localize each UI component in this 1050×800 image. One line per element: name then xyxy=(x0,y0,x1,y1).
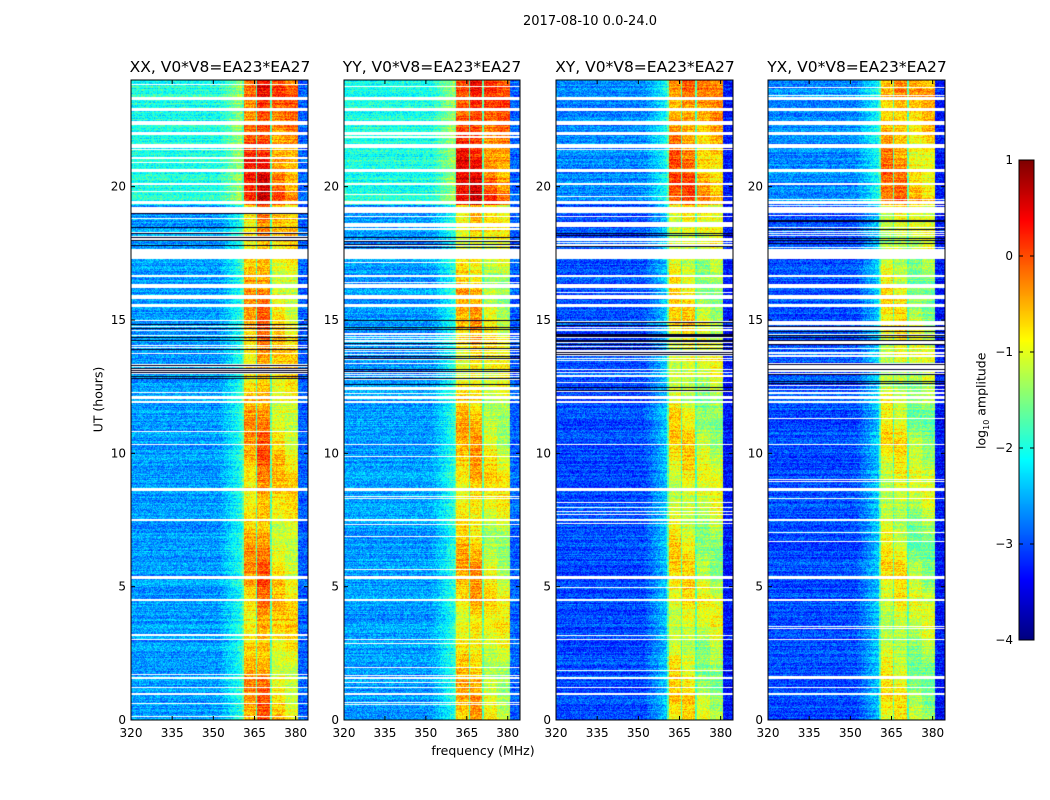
y-tick-label: 0 xyxy=(543,713,551,727)
colorbar-tick-label: −2 xyxy=(995,441,1013,455)
heatmap-xy xyxy=(556,80,733,720)
panel-frame xyxy=(555,79,734,721)
colorbar-label-log: log xyxy=(973,429,989,449)
x-tick-label: 320 xyxy=(545,726,568,740)
y-tick-label: 10 xyxy=(111,446,126,460)
colorbar-tick-label: −1 xyxy=(995,345,1013,359)
colorbar-tick-label: −3 xyxy=(995,537,1013,551)
y-tick-label: 10 xyxy=(324,446,339,460)
panel-title-yy: YY, V0*V8=EA23*EA27 xyxy=(342,58,522,76)
y-tick-label: 5 xyxy=(543,580,551,594)
x-tick-label: 365 xyxy=(668,726,691,740)
x-tick-label: 365 xyxy=(455,726,478,740)
x-tick-label: 335 xyxy=(586,726,609,740)
panel-title-xy: XY, V0*V8=EA23*EA27 xyxy=(555,58,735,76)
heatmap-yy xyxy=(344,80,520,720)
y-tick-label: 15 xyxy=(536,313,551,327)
x-tick-label: 380 xyxy=(496,726,519,740)
colorbar-label-sub: 10 xyxy=(981,419,991,430)
y-tick-label: 20 xyxy=(748,180,763,194)
colorbar-label: log10 amplitude xyxy=(973,341,991,461)
x-tick-label: 350 xyxy=(627,726,650,740)
y-tick-label: 0 xyxy=(331,713,339,727)
y-tick-label: 0 xyxy=(118,713,126,727)
colorbar-frame xyxy=(1018,159,1035,641)
x-axis-label: frequency (MHz) xyxy=(431,743,535,758)
y-tick-label: 15 xyxy=(748,313,763,327)
x-tick-label: 365 xyxy=(243,726,266,740)
y-tick-label: 10 xyxy=(536,446,551,460)
y-tick-label: 20 xyxy=(111,180,126,194)
y-tick-label: 0 xyxy=(755,713,763,727)
y-tick-label: 5 xyxy=(118,580,126,594)
x-tick-label: 335 xyxy=(373,726,396,740)
x-tick-label: 350 xyxy=(414,726,437,740)
x-tick-label: 335 xyxy=(161,726,184,740)
y-tick-label: 5 xyxy=(755,580,763,594)
x-tick-label: 335 xyxy=(798,726,821,740)
y-tick-label: 20 xyxy=(324,180,339,194)
panel-title-xx: XX, V0*V8=EA23*EA27 xyxy=(129,58,311,76)
panel-frame xyxy=(130,79,309,721)
heatmap-yx xyxy=(768,80,945,720)
y-tick-label: 15 xyxy=(324,313,339,327)
x-tick-label: 350 xyxy=(839,726,862,740)
x-tick-label: 320 xyxy=(757,726,780,740)
x-tick-label: 320 xyxy=(120,726,143,740)
y-tick-label: 15 xyxy=(111,313,126,327)
x-tick-label: 380 xyxy=(284,726,307,740)
x-tick-label: 380 xyxy=(709,726,732,740)
figure-suptitle: 2017-08-10 0.0-24.0 xyxy=(523,14,657,29)
colorbar-tick-label: 0 xyxy=(1005,249,1013,263)
colorbar-tick-label: 1 xyxy=(1005,153,1013,167)
x-tick-label: 380 xyxy=(921,726,944,740)
y-tick-label: 20 xyxy=(536,180,551,194)
colorbar-tick-label: −4 xyxy=(995,633,1013,647)
y-axis-label: UT (hours) xyxy=(90,366,106,433)
panel-frame xyxy=(343,79,521,721)
x-tick-label: 320 xyxy=(333,726,356,740)
x-tick-label: 365 xyxy=(880,726,903,740)
colorbar-label-rest: amplitude xyxy=(973,352,989,420)
colorbar xyxy=(1019,160,1034,640)
y-tick-label: 10 xyxy=(748,446,763,460)
heatmap-xx xyxy=(131,80,308,720)
y-tick-label: 5 xyxy=(331,580,339,594)
panel-title-yx: YX, V0*V8=EA23*EA27 xyxy=(767,58,947,76)
panel-frame xyxy=(767,79,946,721)
x-tick-label: 350 xyxy=(202,726,225,740)
